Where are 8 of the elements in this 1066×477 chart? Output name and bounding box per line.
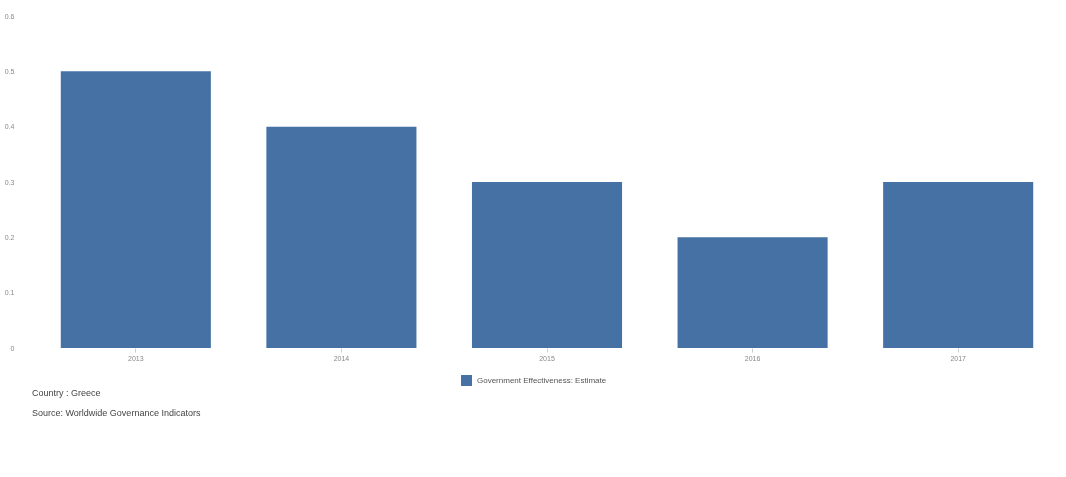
bar bbox=[883, 182, 1034, 348]
source-note: Source: Worldwide Governance Indicators bbox=[32, 408, 201, 418]
bar bbox=[471, 182, 623, 348]
bar bbox=[677, 237, 828, 348]
bar bbox=[266, 126, 417, 348]
bar bbox=[60, 71, 211, 348]
text: Country : Greece bbox=[32, 388, 101, 398]
legend-label: Government Effectiveness: Estimate bbox=[477, 375, 607, 385]
